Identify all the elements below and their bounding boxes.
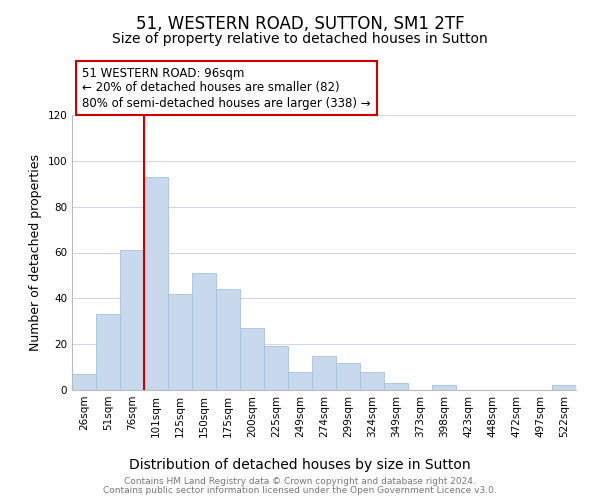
Text: 51 WESTERN ROAD: 96sqm
← 20% of detached houses are smaller (82)
80% of semi-det: 51 WESTERN ROAD: 96sqm ← 20% of detached… xyxy=(82,66,371,110)
Y-axis label: Number of detached properties: Number of detached properties xyxy=(29,154,42,351)
Bar xyxy=(288,372,312,390)
Bar xyxy=(72,374,96,390)
Bar xyxy=(384,383,408,390)
Bar xyxy=(552,386,576,390)
Text: Size of property relative to detached houses in Sutton: Size of property relative to detached ho… xyxy=(112,32,488,46)
Bar xyxy=(168,294,192,390)
Bar xyxy=(336,362,360,390)
Bar xyxy=(312,356,336,390)
Bar xyxy=(264,346,288,390)
Text: Contains public sector information licensed under the Open Government Licence v3: Contains public sector information licen… xyxy=(103,486,497,495)
Bar xyxy=(192,273,216,390)
Text: Distribution of detached houses by size in Sutton: Distribution of detached houses by size … xyxy=(129,458,471,472)
Bar xyxy=(96,314,120,390)
Bar xyxy=(240,328,264,390)
Bar xyxy=(120,250,144,390)
Bar xyxy=(432,386,456,390)
Text: 51, WESTERN ROAD, SUTTON, SM1 2TF: 51, WESTERN ROAD, SUTTON, SM1 2TF xyxy=(136,15,464,33)
Bar xyxy=(360,372,384,390)
Bar xyxy=(216,289,240,390)
Bar xyxy=(144,177,168,390)
Text: Contains HM Land Registry data © Crown copyright and database right 2024.: Contains HM Land Registry data © Crown c… xyxy=(124,477,476,486)
